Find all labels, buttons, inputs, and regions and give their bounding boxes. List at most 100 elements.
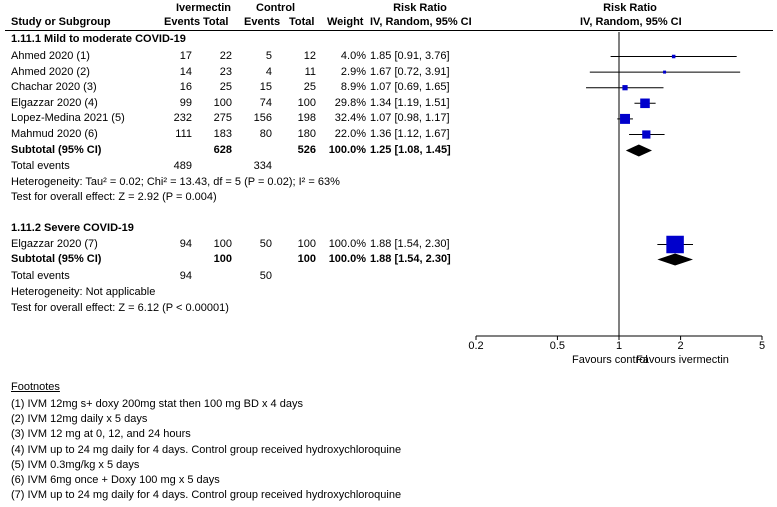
total-events-label: Total events [11, 270, 70, 282]
study-marker [620, 113, 630, 124]
pooled-diamond [657, 253, 694, 266]
weight-cell: 2.9% [340, 65, 366, 78]
total2-cell: 11 [304, 65, 316, 78]
total2-cell: 12 [303, 50, 316, 62]
total1-cell: 100 [213, 96, 232, 109]
weight-cell: 32.4% [334, 112, 366, 125]
subtotal-total1: 100 [213, 253, 232, 265]
total2-cell: 25 [303, 81, 316, 94]
footnote-item: (7) IVM up to 24 mg daily for 4 days. Co… [11, 489, 402, 502]
col-events2: Events [244, 16, 281, 28]
total1-cell: 100 [213, 238, 232, 250]
study-name: Elgazzar 2020 (4) [11, 96, 98, 109]
pooled-diamond [625, 144, 653, 157]
x-tick-label: 5 [758, 340, 766, 352]
study-name: Chachar 2020 (3) [11, 81, 97, 94]
total1-cell: 22 [219, 50, 232, 62]
study-marker [640, 98, 650, 109]
overall-effect-text: Test for overall effect: Z = 6.12 (P < 0… [11, 302, 229, 314]
col-total1: Total [203, 16, 229, 28]
total2-cell: 100 [297, 96, 316, 109]
events1-cell: 99 [179, 96, 192, 109]
footnote-item: (2) IVM 12mg daily x 5 days [11, 413, 148, 426]
weight-cell: 100.0% [328, 238, 366, 250]
study-name: Lopez-Medina 2021 (5) [11, 112, 125, 125]
events1-cell: 94 [179, 238, 192, 250]
study-name: Ahmed 2020 (2) [11, 65, 90, 78]
total-events2: 50 [259, 270, 272, 282]
subtotal-ci: 1.25 [1.08, 1.45] [370, 144, 451, 156]
col-method-left: IV, Random, 95% CI [370, 16, 472, 28]
total1-cell: 275 [213, 112, 232, 125]
rr-title-right: Risk Ratio [603, 2, 657, 14]
footnote-item: (3) IVM 12 mg at 0, 12, and 24 hours [11, 428, 191, 441]
total2-cell: 100 [297, 238, 316, 250]
col-weight: Weight [327, 16, 364, 28]
group1-header: Ivermectin [176, 2, 232, 14]
ci-cell: 1.34 [1.19, 1.51] [370, 96, 450, 109]
subtotal-total2: 526 [297, 144, 316, 156]
axis-right-label: Favours ivermectin [636, 354, 729, 366]
ci-cell: 1.36 [1.12, 1.67] [370, 128, 450, 140]
ci-cell: 1.88 [1.54, 2.30] [370, 238, 450, 250]
study-name: Elgazzar 2020 (7) [11, 238, 98, 250]
col-method-right: IV, Random, 95% CI [580, 16, 682, 28]
axis-left-label: Favours control [572, 354, 648, 366]
study-marker [622, 85, 628, 91]
subtotal-total2: 100 [297, 253, 316, 265]
events2-cell: 50 [259, 238, 272, 250]
study-marker [642, 130, 651, 139]
heterogeneity-text: Heterogeneity: Tau² = 0.02; Chi² = 13.43… [11, 176, 340, 188]
subtotal-total1: 628 [213, 144, 232, 156]
total-events1: 489 [173, 160, 192, 172]
group2-header: Control [256, 2, 296, 14]
weight-cell: 8.9% [340, 81, 366, 94]
footnote-item: (5) IVM 0.3mg/kg x 5 days [11, 458, 140, 471]
subtotal-label: Subtotal (95% CI) [11, 144, 102, 156]
footnote-item: (4) IVM up to 24 mg daily for 4 days. Co… [11, 443, 402, 456]
study-name: Ahmed 2020 (1) [11, 50, 90, 62]
total1-cell: 23 [219, 65, 232, 78]
ci-cell: 1.67 [0.72, 3.91] [370, 65, 450, 78]
events2-cell: 156 [253, 112, 272, 125]
study-marker [663, 70, 667, 74]
ci-cell: 1.85 [0.91, 3.76] [370, 50, 450, 62]
total2-cell: 198 [297, 112, 316, 125]
x-tick-label: 0.2 [468, 340, 484, 352]
subtotal-label: Subtotal (95% CI) [11, 253, 102, 265]
events1-cell: 14 [179, 65, 192, 78]
study-marker [671, 54, 676, 59]
subtotal-weight: 100.0% [328, 144, 366, 156]
total1-cell: 25 [219, 81, 232, 94]
x-tick-label: 0.5 [549, 340, 566, 352]
events2-cell: 5 [265, 50, 272, 62]
weight-cell: 22.0% [334, 128, 366, 140]
header-rule [5, 30, 773, 31]
events1-cell: 16 [179, 81, 192, 94]
col-events1: Events [164, 16, 201, 28]
events1-cell: 111 [175, 128, 192, 140]
x-tick-label: 2 [677, 340, 684, 352]
events2-cell: 74 [259, 96, 272, 109]
ci-cell: 1.07 [0.69, 1.65] [370, 81, 450, 94]
weight-cell: 29.8% [334, 96, 366, 109]
rr-title-left: Risk Ratio [393, 2, 447, 14]
subgroup-title: 1.11.2 Severe COVID-19 [11, 222, 134, 234]
total2-cell: 180 [297, 128, 316, 140]
overall-effect-text: Test for overall effect: Z = 2.92 (P = 0… [11, 191, 217, 203]
ci-cell: 1.07 [0.98, 1.17] [370, 112, 450, 125]
subgroup-title: 1.11.1 Mild to moderate COVID-19 [11, 33, 186, 45]
footnotes-title: Footnotes [11, 381, 60, 393]
total-events2: 334 [253, 160, 272, 172]
footnote-item: (1) IVM 12mg s+ doxy 200mg stat then 100… [11, 398, 303, 410]
events1-cell: 17 [179, 50, 192, 62]
x-tick-label: 1 [615, 340, 623, 352]
events2-cell: 80 [259, 128, 272, 140]
events1-cell: 232 [173, 112, 192, 125]
study-name: Mahmud 2020 (6) [11, 128, 98, 140]
footnote-item: (6) IVM 6mg once + Doxy 100 mg x 5 days [11, 474, 220, 486]
subtotal-weight: 100.0% [328, 253, 366, 265]
col-study: Study or Subgroup [11, 16, 111, 28]
events2-cell: 4 [265, 65, 272, 78]
